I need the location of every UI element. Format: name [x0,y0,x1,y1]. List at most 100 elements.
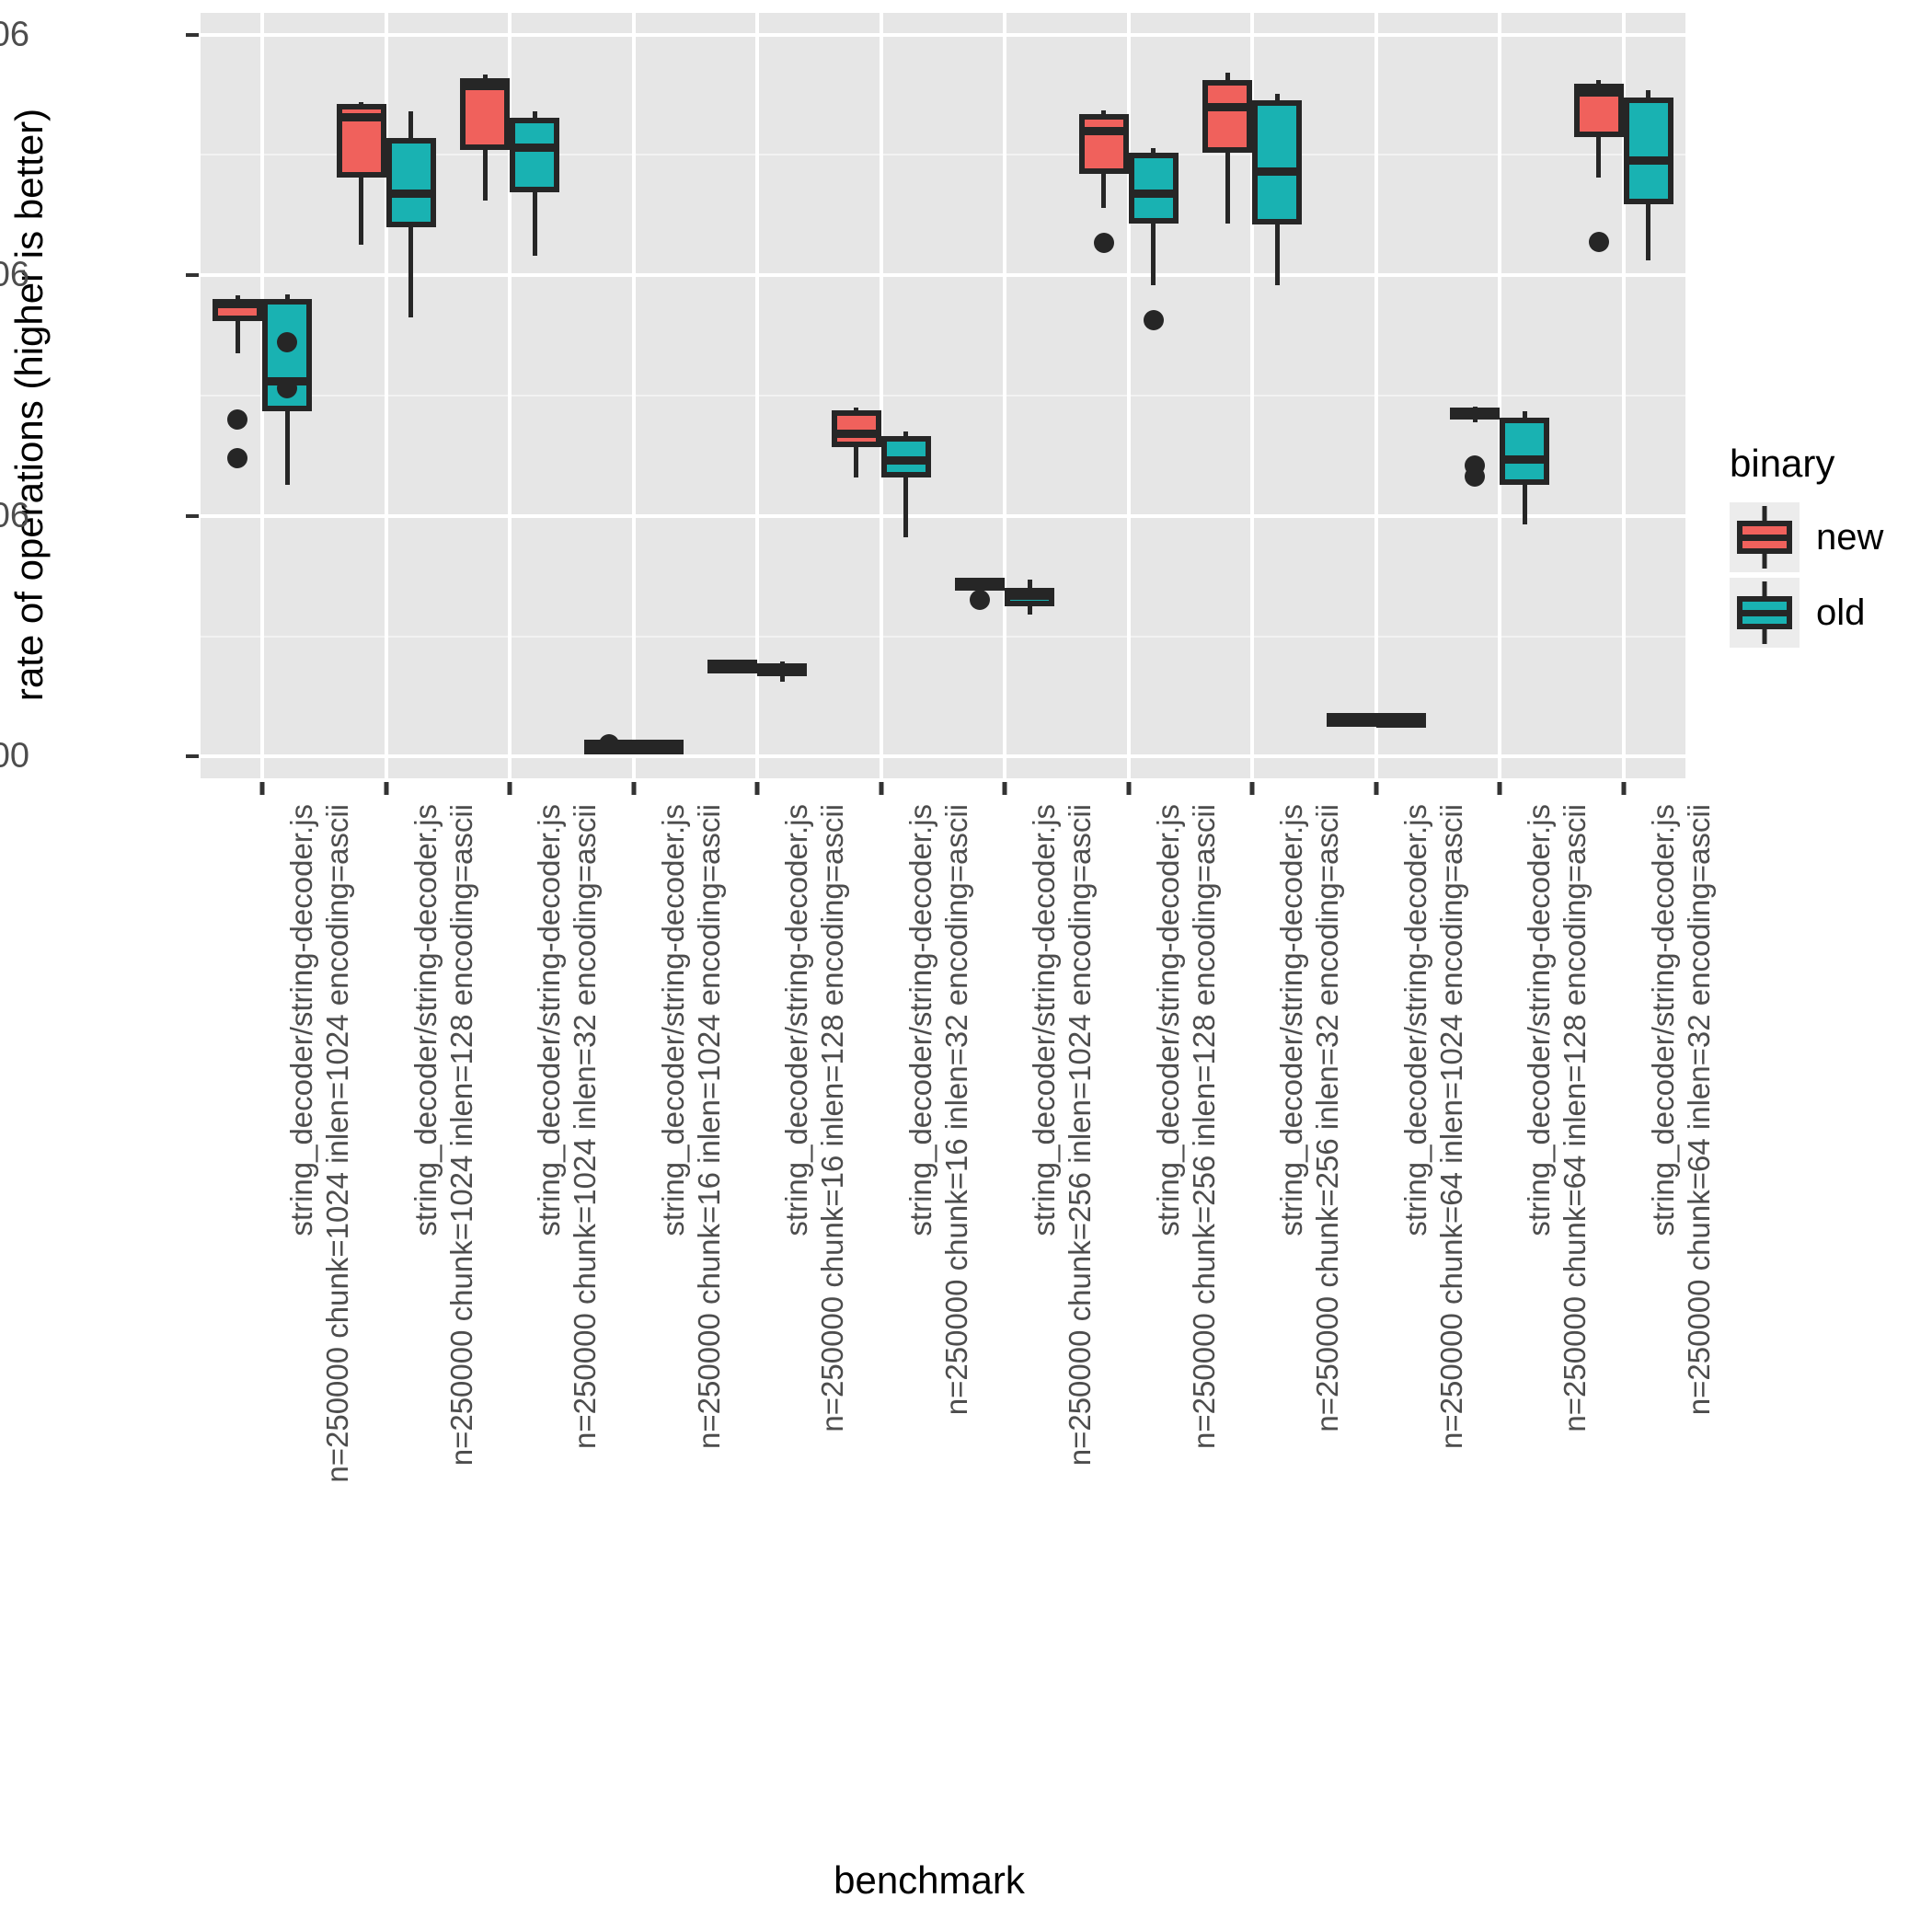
x-label-line2: n=250000 chunk=64 inlen=32 encoding=asci… [1681,804,1716,1416]
whisker-upper [1151,147,1156,153]
box-rect [1252,100,1303,225]
x-axis-tick-mark [754,782,760,795]
y-axis-tick-label: 4e+06 [0,255,29,294]
x-label-line2: n=250000 chunk=16 inlen=1024 encoding=as… [691,804,726,1449]
y-axis-tick-label: 2e+06 [0,496,29,535]
x-axis-tick-mark [384,782,389,795]
grid-line-vertical [1374,13,1378,778]
whisker-upper [1274,93,1280,101]
median-line [1450,407,1501,416]
legend-entry-old[interactable]: old [1730,578,1923,648]
whisker-lower [1225,152,1230,224]
x-axis-title: benchmark [834,1858,1025,1902]
grid-line-minor [201,154,1685,156]
x-axis-tick-mark [259,782,265,795]
x-label-line2: n=250000 chunk=1024 inlen=128 encoding=a… [443,804,478,1466]
x-axis-tick-label: string_decoder/string-decoder.js n=250000… [408,804,478,1466]
x-label-line1: string_decoder/string-decoder.js [1150,804,1185,1236]
median-line [1252,167,1303,177]
whisker-upper [854,408,859,410]
whisker-upper [1646,89,1651,98]
y-axis-title: rate of operations (higher is better) [7,108,51,702]
legend: binary new old [1730,442,1923,653]
grid-line-major [201,513,1685,518]
x-label-line1: string_decoder/string-decoder.js [903,804,937,1236]
x-axis-tick-mark [1374,782,1379,795]
x-label-line2: n=250000 chunk=16 inlen=32 encoding=asci… [938,804,973,1416]
y-axis-tick-mark [186,273,199,278]
whisker-lower [1151,223,1156,285]
x-axis-tick-label: string_decoder/string-decoder.js n=250000… [1274,804,1344,1432]
x-axis-tick-mark [1249,782,1255,795]
median-line [831,430,881,439]
x-label-line1: string_decoder/string-decoder.js [1274,804,1309,1236]
whisker-lower [1522,484,1527,524]
x-label-line2: n=250000 chunk=16 inlen=128 encoding=asc… [815,804,850,1432]
y-axis-tick-mark [186,513,199,518]
y-axis-tick-label: 0e+00 [0,736,29,776]
grid-line-minor [201,635,1685,638]
median-line [1573,87,1624,97]
grid-line-vertical [508,13,512,778]
x-label-line2: n=250000 chunk=1024 inlen=1024 encoding=… [320,804,355,1483]
x-label-line1: string_decoder/string-decoder.js [1522,804,1557,1236]
x-label-line2: n=250000 chunk=256 inlen=1024 encoding=a… [1063,804,1098,1466]
median-line [880,456,931,466]
grid-line-vertical [1498,13,1502,778]
median-line [460,82,511,91]
x-axis-tick-label: string_decoder/string-decoder.js n=250000… [903,804,973,1415]
whisker-lower [235,320,240,354]
whisker-lower [482,150,488,201]
y-axis-tick-label: 6e+06 [0,15,29,54]
y-axis-tick-mark [186,754,199,759]
plot-panel [201,13,1685,778]
whisker-lower [284,411,290,485]
median-line [1623,156,1673,166]
median-line [1500,454,1550,464]
outlier-point [227,448,248,469]
whisker-upper [1596,80,1602,85]
legend-label: old [1816,592,1866,633]
median-line [510,144,560,153]
legend-key-icon [1730,502,1800,572]
whisker-upper [235,295,240,300]
x-axis-tick-label: string_decoder/string-decoder.js n=250000… [779,804,849,1432]
whisker-lower [854,447,859,477]
x-axis-tick-label: string_decoder/string-decoder.js n=250000… [1522,804,1592,1432]
whisker-upper [284,294,290,300]
whisker-upper [1027,580,1032,589]
legend-key-icon [1730,578,1800,648]
whisker-upper [359,101,364,105]
whisker-lower [1596,136,1602,178]
median-line [385,189,436,198]
median-line [336,113,386,122]
whisker-lower [1274,224,1280,285]
legend-label: new [1816,516,1884,558]
outlier-point [1588,231,1609,252]
x-label-line2: n=250000 chunk=256 inlen=32 encoding=asc… [1310,804,1345,1432]
whisker-upper [1101,109,1107,114]
whisker-lower [532,191,537,257]
grid-line-vertical [755,13,760,778]
median-line [1202,102,1253,111]
x-axis-tick-label: string_decoder/string-decoder.js n=250000… [1150,804,1221,1449]
outlier-point [1143,309,1164,330]
x-axis-tick-label: string_decoder/string-decoder.js n=250000… [1027,804,1097,1466]
legend-entry-new[interactable]: new [1730,502,1923,572]
outlier-point [277,378,298,399]
grid-line-vertical [1126,13,1131,778]
box-rect [510,117,560,192]
box-rect [1500,417,1550,485]
whisker-lower [1646,204,1651,261]
x-label-line2: n=250000 chunk=1024 inlen=32 encoding=as… [568,804,603,1449]
grid-line-major [201,273,1685,278]
median-line [707,659,758,668]
median-line [1078,126,1129,135]
x-label-line2: n=250000 chunk=64 inlen=1024 encoding=as… [1433,804,1468,1449]
whisker-upper [1225,73,1230,81]
x-axis-tick-mark [507,782,512,795]
grid-line-vertical [1003,13,1007,778]
median-line [213,300,263,309]
x-label-line1: string_decoder/string-decoder.js [1027,804,1062,1236]
